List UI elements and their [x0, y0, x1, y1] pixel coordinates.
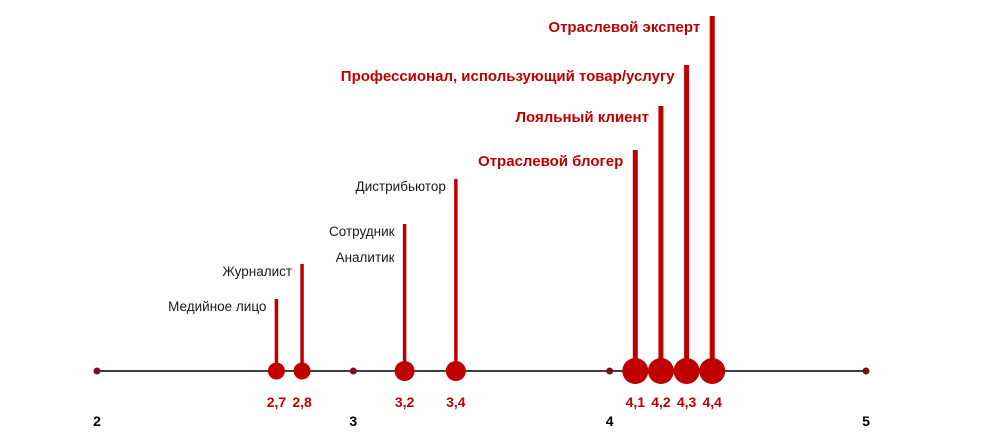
category-label: Медийное лицо [168, 299, 266, 314]
point-marker [394, 361, 415, 381]
point-marker [673, 358, 700, 384]
category-label: Отраслевой блогер [478, 153, 623, 170]
point-marker [267, 362, 285, 380]
label-layer: 2,7 Медийное лицо 2,8 Журналист 3,2 Сотрудник… [168, 19, 722, 410]
category-label-line: Сотрудник [329, 224, 395, 239]
category-label: Сотрудник Аналитик [329, 224, 395, 265]
x-axis-tick-dot [349, 367, 357, 375]
axis-layer: 2 3 4 5 [93, 367, 870, 429]
category-label: Профессионал, использующий товар/услугу [341, 68, 675, 85]
value-label: 3,2 [395, 394, 415, 410]
category-label-line: Аналитик [336, 250, 395, 265]
x-axis-tick-dot [93, 367, 101, 375]
x-axis-tick-label: 5 [862, 413, 870, 429]
point-marker [622, 358, 649, 384]
value-label: 2,8 [292, 394, 312, 410]
category-label: Отраслевой эксперт [548, 19, 700, 36]
category-label: Лояльный клиент [515, 109, 648, 126]
category-label: Дистрибьютор [356, 179, 446, 194]
x-axis-tick-label: 4 [606, 413, 614, 429]
x-axis-tick-label: 3 [349, 413, 357, 429]
category-label: Журналист [222, 264, 292, 279]
value-label: 4,2 [651, 394, 671, 410]
value-label: 2,7 [267, 394, 287, 410]
x-axis-tick-dot [862, 367, 870, 375]
value-label: 4,1 [626, 394, 646, 410]
x-axis-tick-dot [606, 367, 614, 375]
value-label: 4,4 [702, 394, 722, 410]
point-marker [647, 358, 674, 384]
value-label: 3,4 [446, 394, 466, 410]
point-marker [293, 362, 311, 380]
stem-layer [267, 16, 726, 384]
value-label: 4,3 [677, 394, 697, 410]
point-marker [445, 361, 466, 381]
point-marker [699, 358, 726, 384]
x-axis-tick-label: 2 [93, 413, 101, 429]
